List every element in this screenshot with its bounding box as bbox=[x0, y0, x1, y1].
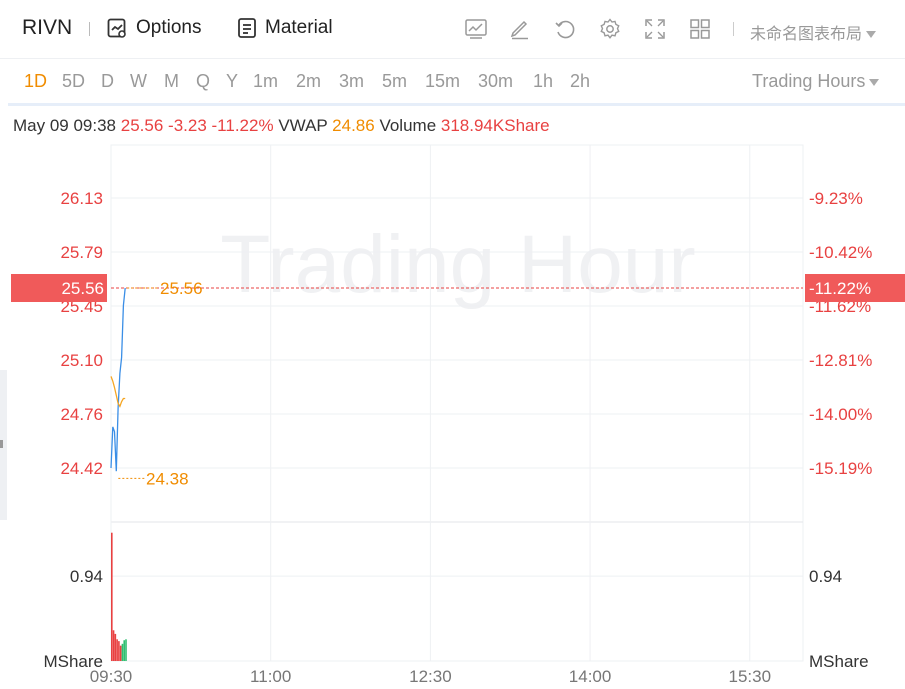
reset-icon[interactable] bbox=[553, 17, 577, 41]
indicator-icon[interactable] bbox=[464, 17, 488, 41]
period-1h[interactable]: 1h bbox=[533, 71, 554, 91]
price-tick-label: 26.13 bbox=[60, 189, 103, 208]
collapse-arrow-icon bbox=[0, 440, 3, 448]
time-tick-label: 12:30 bbox=[409, 667, 452, 686]
side-panel-handle[interactable] bbox=[0, 370, 7, 520]
volume-bar bbox=[111, 532, 113, 661]
price-markers: 25.56 -11.22% 25.56 24.38 bbox=[11, 274, 905, 488]
period-1d[interactable]: 1D bbox=[24, 71, 48, 91]
volume-tick-label: 0.94 bbox=[70, 567, 103, 586]
volume-bar bbox=[123, 640, 126, 661]
symbol-label[interactable]: RIVN bbox=[22, 16, 73, 39]
price-lines bbox=[110, 287, 126, 472]
period-2h[interactable]: 2h bbox=[570, 71, 591, 91]
period-3m[interactable]: 3m bbox=[339, 71, 365, 91]
time-tick-label: 15:30 bbox=[728, 667, 771, 686]
chart-watermark: Trading Hour bbox=[220, 219, 696, 310]
current-price-tag bbox=[11, 274, 107, 302]
pct-tick-label: -14.00% bbox=[809, 405, 872, 424]
volume-unit-label: MShare bbox=[43, 652, 103, 671]
current-price-tag-label: 25.56 bbox=[61, 279, 104, 298]
options-icon bbox=[107, 18, 126, 38]
session-label: Trading Hours bbox=[752, 71, 866, 91]
period-w[interactable]: W bbox=[130, 71, 147, 91]
chart-toolbar: RIVN Options Material 未命名图表布局 bbox=[0, 0, 905, 59]
pct-tick-label: -15.19% bbox=[809, 459, 872, 478]
current-pct-tag bbox=[805, 274, 905, 302]
time-tick-label: 14:00 bbox=[569, 667, 612, 686]
volume-bar bbox=[116, 639, 118, 661]
price-line bbox=[110, 287, 126, 472]
quote-info-line: May 09 09:38 25.56 -3.23 -11.22% VWAP 24… bbox=[13, 116, 550, 136]
intraday-chart[interactable]: Trading Hour 26.1325.7925.4525.1024.7624… bbox=[0, 140, 905, 689]
quote-change: -3.23 bbox=[168, 116, 207, 135]
price-tick-label: 25.79 bbox=[60, 243, 103, 262]
volume-bar bbox=[125, 639, 127, 661]
volume-bar bbox=[118, 641, 120, 661]
fullscreen-icon[interactable] bbox=[643, 17, 667, 41]
volume-unit-label: MShare bbox=[809, 652, 869, 671]
draw-icon[interactable] bbox=[508, 17, 532, 41]
price-tick-label: 24.42 bbox=[60, 459, 103, 478]
quote-price: 25.56 bbox=[120, 116, 164, 135]
vwap-line bbox=[110, 376, 126, 408]
volume-bars bbox=[111, 532, 127, 661]
period-underline bbox=[8, 103, 905, 106]
vwap-value: 24.86 bbox=[332, 116, 375, 135]
quote-datetime: May 09 09:38 bbox=[13, 116, 117, 135]
options-label: Options bbox=[136, 17, 202, 38]
period-y[interactable]: Y bbox=[226, 71, 239, 91]
settings-icon[interactable] bbox=[598, 17, 622, 41]
period-selector: 1D 5D D W M Q Y 1m 2m 3m 5m 15m 30m 1h 2… bbox=[0, 59, 905, 103]
volume-bar bbox=[114, 633, 117, 661]
volume-value: 318.94KShare bbox=[440, 116, 550, 135]
chevron-down-icon bbox=[866, 31, 877, 39]
price-axis-right: -9.23%-10.42%-11.62%-12.81%-14.00%-15.19… bbox=[809, 189, 872, 478]
volume-bar bbox=[121, 643, 124, 661]
material-label: Material bbox=[265, 17, 333, 38]
period-5m[interactable]: 5m bbox=[382, 71, 408, 91]
low-label: 24.38 bbox=[146, 469, 189, 488]
period-d[interactable]: D bbox=[101, 71, 114, 91]
layout-label: 未命名图表布局 bbox=[750, 26, 863, 43]
period-2m[interactable]: 2m bbox=[296, 71, 322, 91]
vwap-label: VWAP bbox=[278, 116, 328, 135]
price-tick-label: 25.10 bbox=[60, 351, 103, 370]
quote-change-pct: -11.22% bbox=[211, 116, 274, 135]
volume-tick-label: 0.94 bbox=[809, 567, 842, 586]
session-dropdown[interactable]: Trading Hours bbox=[752, 71, 880, 92]
period-15m[interactable]: 15m bbox=[425, 71, 461, 91]
volume-bar bbox=[119, 645, 122, 661]
volume-label: Volume bbox=[379, 116, 437, 135]
options-button[interactable]: Options bbox=[106, 17, 201, 39]
time-tick-label: 11:00 bbox=[250, 667, 291, 686]
period-q[interactable]: Q bbox=[196, 71, 211, 91]
pct-tick-label: -12.81% bbox=[809, 351, 872, 370]
high-label: 25.56 bbox=[160, 279, 203, 298]
layout-grid-icon[interactable] bbox=[688, 17, 712, 41]
period-1m[interactable]: 1m bbox=[253, 71, 279, 91]
time-axis: 09:30 11:00 12:30 14:00 15:30 bbox=[90, 667, 771, 686]
period-m[interactable]: M bbox=[164, 71, 179, 91]
pct-tick-label: -10.42% bbox=[809, 243, 872, 262]
toolbar-separator bbox=[733, 22, 734, 36]
pct-tick-label: -9.23% bbox=[809, 189, 863, 208]
chevron-down-icon bbox=[869, 78, 880, 86]
period-30m[interactable]: 30m bbox=[478, 71, 514, 91]
toolbar-separator bbox=[89, 22, 90, 36]
volume-axis: 0.94 MShare 0.94 MShare bbox=[43, 567, 868, 671]
period-5d[interactable]: 5D bbox=[62, 71, 86, 91]
document-icon bbox=[238, 18, 256, 38]
time-tick-label: 09:30 bbox=[90, 667, 133, 686]
material-button[interactable]: Material bbox=[237, 17, 333, 39]
layout-dropdown[interactable]: 未命名图表布局 bbox=[750, 20, 877, 44]
price-tick-label: 24.76 bbox=[60, 405, 103, 424]
volume-bar bbox=[112, 630, 115, 661]
current-pct-tag-label: -11.22% bbox=[809, 279, 871, 298]
